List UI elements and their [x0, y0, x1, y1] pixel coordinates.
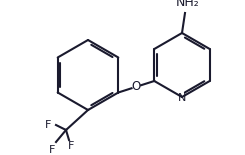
Text: F: F	[49, 145, 55, 155]
Text: F: F	[68, 141, 74, 151]
Text: NH₂: NH₂	[176, 0, 200, 9]
Text: N: N	[178, 93, 186, 103]
Text: F: F	[45, 120, 51, 130]
Text: O: O	[132, 80, 141, 93]
